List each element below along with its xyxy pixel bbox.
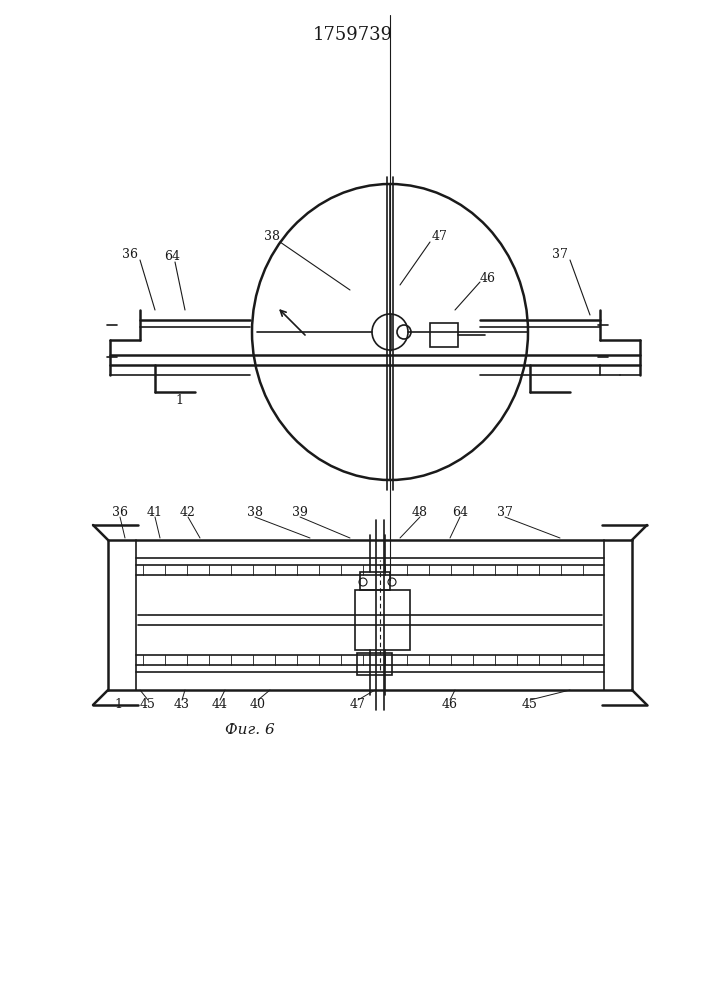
Text: 44: 44	[212, 698, 228, 712]
Text: 40: 40	[250, 698, 266, 712]
Text: 1759739: 1759739	[313, 26, 393, 44]
Text: 1: 1	[114, 698, 122, 712]
Text: 37: 37	[497, 506, 513, 518]
Text: 47: 47	[432, 231, 448, 243]
Text: 64: 64	[164, 250, 180, 263]
Text: 36: 36	[112, 506, 128, 518]
Text: 41: 41	[147, 506, 163, 518]
Text: 46: 46	[442, 698, 458, 712]
Text: 1: 1	[175, 393, 183, 406]
Text: 39: 39	[292, 506, 308, 518]
Text: 38: 38	[264, 231, 280, 243]
Text: 47: 47	[350, 698, 366, 712]
Text: 45: 45	[140, 698, 156, 712]
Text: 38: 38	[247, 506, 263, 518]
Text: 46: 46	[480, 271, 496, 284]
Text: 36: 36	[122, 248, 138, 261]
Text: 64: 64	[452, 506, 468, 518]
Text: 45: 45	[522, 698, 538, 712]
Text: 42: 42	[180, 506, 196, 518]
Text: 48: 48	[412, 506, 428, 518]
Text: 43: 43	[174, 698, 190, 712]
Text: Фиг. 6: Фиг. 6	[225, 723, 275, 737]
Text: 37: 37	[552, 248, 568, 261]
